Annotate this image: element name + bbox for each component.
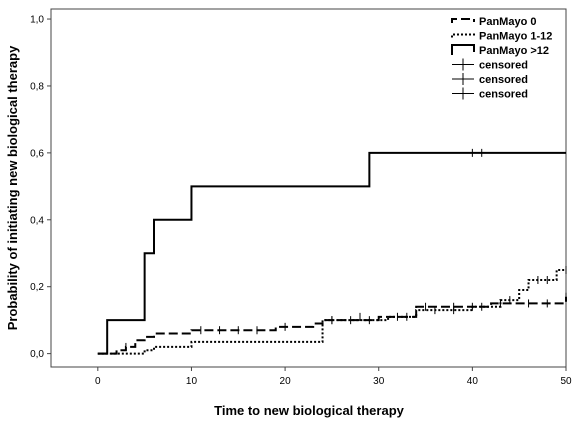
x-tick-label: 50 [560,376,572,387]
series-line-panmayo-12 [97,151,566,355]
y-axis-title: Probability of initiating new biological… [5,45,20,330]
x-tick-label: 30 [373,376,385,387]
legend: PanMayo 0 PanMayo 1-12 PanMayo >12 censored… [451,16,552,101]
legend-swatch [451,18,475,23]
y-tick-label: 0,8 [30,81,44,92]
y-tick-label: 0,6 [30,148,44,159]
legend-label: censored [479,60,528,72]
legend-label: censored [479,74,528,86]
y-tick-label: 0,2 [30,282,44,293]
legend-label: PanMayo 0 [479,16,536,28]
legend-label: PanMayo 1-12 [479,31,552,43]
x-axis-title: Time to new biological therapy [214,403,405,418]
legend-swatch [451,33,475,38]
y-tick-label: 1,0 [30,15,44,26]
x-tick-label: 20 [280,376,292,387]
legend-swatch [451,44,475,55]
axes: 0 10 20 30 40 50 0,0 0,2 0,4 0,6 0,8 1,0 [30,15,572,387]
legend-label: censored [479,89,528,101]
y-tick-label: 0,0 [30,349,44,360]
x-tick-label: 10 [186,376,198,387]
series-line-panmayo-0 [97,296,567,355]
legend-label: PanMayo >12 [479,45,549,57]
series-layer [97,148,567,355]
x-tick-label: 40 [467,376,479,387]
y-tick-label: 0,4 [30,215,44,226]
x-tick-label: 0 [95,376,101,387]
